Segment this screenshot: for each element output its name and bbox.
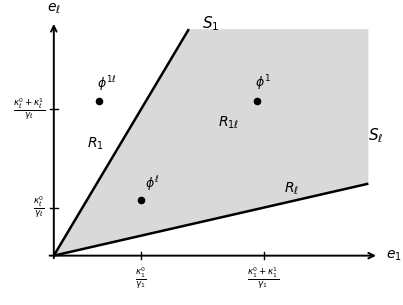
- Text: $S_1$: $S_1$: [202, 14, 220, 33]
- Text: $S_\ell$: $S_\ell$: [368, 126, 383, 145]
- Text: $R_{1\ell}$: $R_{1\ell}$: [218, 114, 239, 131]
- Text: $\frac{\kappa_1^0+\kappa_1^1}{\gamma_1}$: $\frac{\kappa_1^0+\kappa_1^1}{\gamma_1}$: [247, 265, 280, 290]
- Text: $\phi^{1\ell}$: $\phi^{1\ell}$: [98, 74, 117, 93]
- Text: $\frac{\kappa_\ell^0}{\gamma_\ell}$: $\frac{\kappa_\ell^0}{\gamma_\ell}$: [33, 195, 45, 220]
- Text: $\frac{\kappa_\ell^0+\kappa_\ell^1}{\gamma_\ell}$: $\frac{\kappa_\ell^0+\kappa_\ell^1}{\gam…: [13, 96, 45, 122]
- Text: $R_1$: $R_1$: [87, 135, 104, 152]
- Text: $e_1$: $e_1$: [386, 249, 402, 263]
- Text: $R_\ell$: $R_\ell$: [284, 181, 299, 197]
- Point: [96, 99, 102, 103]
- Text: $\phi^{1}$: $\phi^{1}$: [255, 74, 271, 93]
- Text: $\frac{\kappa_1^0}{\gamma_1}$: $\frac{\kappa_1^0}{\gamma_1}$: [135, 265, 147, 290]
- Text: $\phi^{\ell}$: $\phi^{\ell}$: [145, 174, 159, 193]
- Polygon shape: [54, 29, 368, 256]
- Text: $e_\ell$: $e_\ell$: [47, 2, 61, 16]
- Point: [138, 197, 144, 202]
- Point: [253, 99, 260, 103]
